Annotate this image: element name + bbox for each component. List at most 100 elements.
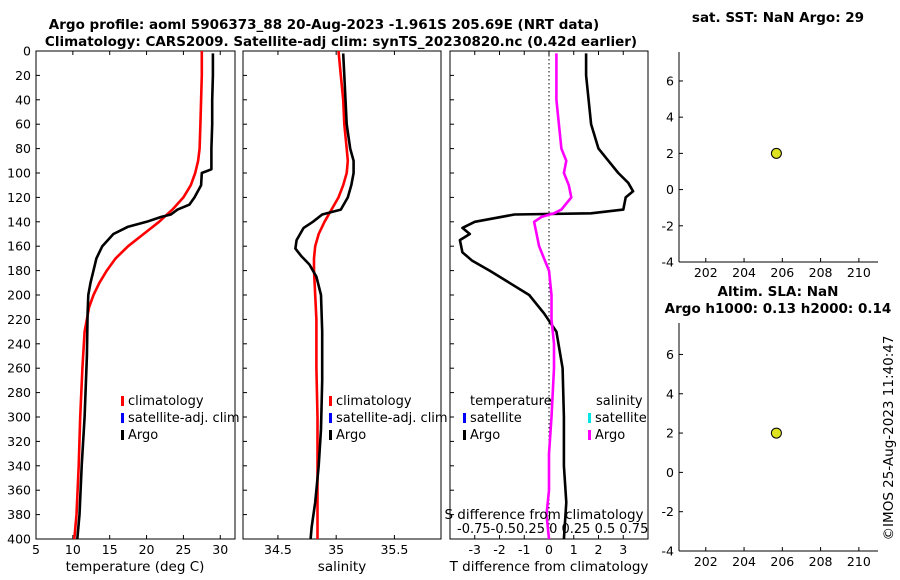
x-tick-label: 35.5 [380, 542, 408, 557]
x-tick-label: 15 [102, 542, 118, 557]
x-tick-label: 2 [595, 542, 603, 557]
x-tick-label: 202 [694, 554, 718, 569]
sst-title: sat. SST: NaN Argo: 29 [692, 10, 864, 26]
y-tick-label: 240 [7, 336, 31, 351]
y-tick-label: 80 [15, 141, 31, 156]
x-tick-label: -1 [518, 542, 530, 557]
y-tick-label: 200 [7, 288, 31, 303]
y-tick-label: 0 [666, 465, 674, 480]
x-tick-label: 35 [328, 542, 344, 557]
legend-swatch-0 [121, 396, 124, 406]
legend-swatch-salinity-1 [588, 430, 591, 440]
data-point [770, 427, 782, 439]
y-tick-label: 100 [7, 166, 31, 181]
title-line2: Climatology: CARS2009. Satellite-adj cli… [45, 34, 637, 50]
x-tick-label: -2 [493, 542, 505, 557]
legend-swatch-salinity-0 [588, 413, 591, 423]
top-tick-label: 0.5 [595, 522, 620, 537]
x-tick-label: 208 [809, 265, 833, 280]
x-tick-label: 204 [732, 265, 756, 280]
y-tick-label: 320 [7, 434, 31, 449]
top-tick-label: 0.75 [619, 522, 648, 537]
legend-label: Argo [336, 428, 366, 443]
difference-xlabel: T difference from climatology [449, 559, 649, 575]
y-tick-label: 60 [15, 117, 31, 132]
x-tick-label: 204 [732, 554, 756, 569]
y-tick-label: 160 [7, 239, 31, 254]
sla-panel: -4 -2 0 2 4 6 202 204 206 208 210 [662, 323, 878, 569]
y-tick-label: 6 [666, 73, 674, 88]
x-tick-label: 202 [694, 265, 718, 280]
series-line-salinity-argo [532, 53, 573, 540]
x-tick-label: 206 [770, 554, 794, 569]
y-tick-label: 400 [7, 532, 31, 547]
legend-title-temperature: temperature [470, 394, 552, 409]
x-tick-label: 0 [545, 542, 553, 557]
legend-title-salinity: salinity [596, 394, 643, 409]
y-tick-label: 140 [7, 214, 31, 229]
y-tick-label: 360 [7, 483, 31, 498]
legend-label: climatology [336, 394, 412, 409]
y-tick-label: 2 [666, 426, 674, 441]
top-tick-label: 0 [549, 522, 561, 537]
y-tick-label: -4 [662, 255, 675, 270]
y-tick-label: 280 [7, 385, 31, 400]
series-line-argo [76, 53, 215, 540]
legend-swatch-2 [121, 430, 124, 440]
x-tick-label: 3 [619, 542, 627, 557]
y-tick-label: 0 [666, 182, 674, 197]
salinity-axes-frame [242, 50, 442, 540]
series-line-climatology [73, 51, 204, 540]
y-tick-label: -4 [662, 544, 675, 559]
salinity-panel: 34.5 35 35.5 climatology satellite-adj. clim… [243, 50, 448, 557]
legend-label: Argo [128, 428, 158, 443]
top-tick-label: -0.75 [457, 522, 491, 537]
y-tick-label: 4 [666, 110, 674, 125]
legend-swatch-2 [329, 430, 332, 440]
sst-panel: -4 -2 0 2 4 6 202 204 206 208 210 [662, 52, 878, 280]
sla-title-line1: Altim. SLA: NaN [718, 284, 839, 300]
top-tick-labels: -0.75-0.50.25 0 0.25 0.5 0.75 [457, 522, 648, 537]
y-tick-label: 380 [7, 507, 31, 522]
sla-title-line2: Argo h1000: 0.13 h2000: 0.14 [665, 301, 892, 317]
data-point [770, 147, 782, 159]
series-line-temperature-argo [458, 53, 635, 540]
legend-swatch-temperature-1 [463, 430, 466, 440]
y-tick-label: -2 [662, 504, 674, 519]
legend-label: climatology [128, 394, 204, 409]
x-tick-label: 25 [175, 542, 191, 557]
x-tick-label: 210 [847, 265, 871, 280]
y-tick-label: 4 [666, 386, 674, 401]
y-tick-label: 6 [666, 347, 674, 362]
legend-label: satellite [595, 411, 647, 426]
top-tick-label: 0.25 [562, 522, 595, 537]
y-tick-label: 300 [7, 410, 31, 425]
y-tick-label: 2 [666, 146, 674, 161]
series-line-argo [294, 53, 355, 540]
y-tick-label: 260 [7, 361, 31, 376]
y-tick-label: 220 [7, 312, 31, 327]
legend-label: Argo [595, 428, 625, 443]
x-tick-label: 5 [32, 542, 40, 557]
series-line-climatology [312, 50, 350, 539]
x-tick-label: -3 [469, 542, 481, 557]
x-tick-label: 210 [847, 554, 871, 569]
legend-swatch-temperature-0 [463, 413, 466, 423]
title-line1: Argo profile: aoml 5906373_88 20-Aug-202… [49, 17, 599, 33]
x-tick-label: 1 [570, 542, 578, 557]
legend-swatch-0 [329, 396, 332, 406]
x-tick-label: 10 [65, 542, 81, 557]
x-tick-label: 30 [212, 542, 228, 557]
x-tick-label: 206 [770, 265, 794, 280]
temperature-axes-frame [35, 50, 236, 540]
x-tick-label: 20 [139, 542, 155, 557]
top-tick-label: 0.25 [516, 522, 549, 537]
x-tick-label: 34.5 [264, 542, 292, 557]
legend-swatch-1 [121, 413, 124, 423]
y-tick-label: 40 [15, 92, 31, 107]
y-tick-label: -2 [662, 218, 674, 233]
legend-label: Argo [470, 428, 500, 443]
legend-label: satellite [470, 411, 522, 426]
y-tick-label: 180 [7, 263, 31, 278]
